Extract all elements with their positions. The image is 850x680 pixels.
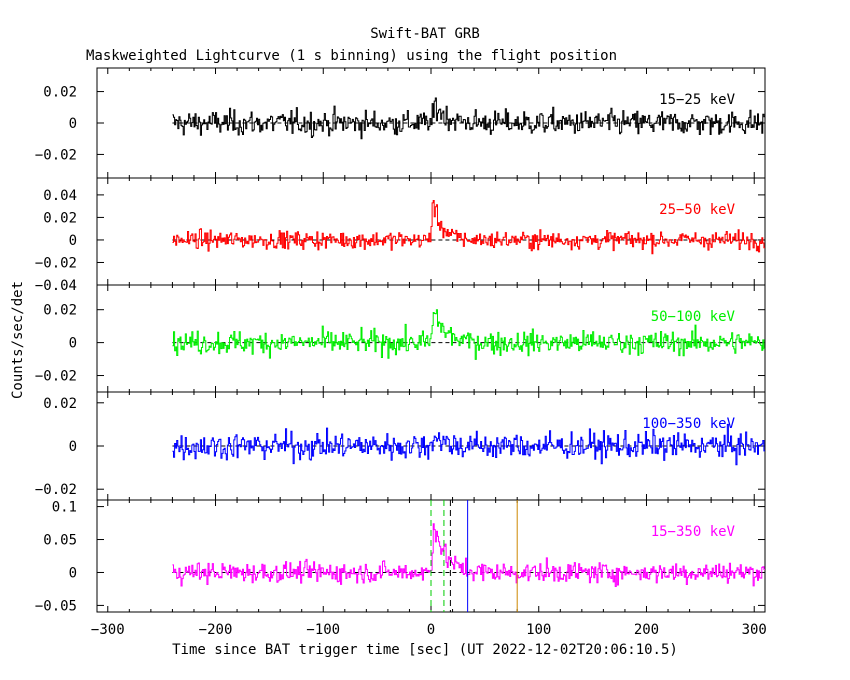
panel-3: −0.02 0 0.02 50−100 keV	[35, 284, 766, 393]
y-tick-label: −0.02	[35, 482, 77, 498]
y-tick-label: 0.02	[43, 396, 77, 412]
y-tick-label: 0.1	[52, 500, 77, 516]
series-line	[172, 97, 765, 140]
x-axis-label: Time since BAT trigger time [sec] (UT 20…	[172, 642, 678, 658]
y-tick-label: 0.02	[43, 303, 77, 319]
chart-subtitle: Maskweighted Lightcurve (1 s binning) us…	[86, 48, 617, 64]
band-label: 25−50 keV	[659, 202, 735, 218]
band-label: 15−350 keV	[651, 524, 736, 540]
y-tick-label: −0.04	[35, 278, 77, 294]
band-label: 15−25 keV	[659, 92, 735, 108]
panels-group: −0.02 0 0.02 15−25 keV −0.04 −0.02 0 0.02 0.04 25…	[35, 67, 767, 638]
y-tick-label: 0.05	[43, 533, 77, 549]
series-line	[172, 423, 765, 466]
x-tick-label: −200	[199, 622, 233, 638]
series-line	[172, 523, 765, 587]
x-tick-label: 100	[526, 622, 551, 638]
x-tick-label: 0	[427, 622, 435, 638]
x-tick-label: −300	[91, 622, 125, 638]
x-tick-label: −100	[306, 622, 340, 638]
y-axis-label: Counts/sec/det	[10, 281, 26, 399]
y-tick-label: −0.02	[35, 369, 77, 385]
y-tick-label: 0	[69, 116, 77, 132]
y-tick-label: 0.04	[43, 188, 77, 204]
y-tick-label: −0.02	[35, 255, 77, 271]
panel-5: −0.05 0 0.05 0.1 15−350 keV	[35, 499, 766, 614]
y-tick-label: 0.02	[43, 210, 77, 226]
y-tick-label: 0.02	[43, 85, 77, 101]
x-tick-label: 300	[742, 622, 767, 638]
y-tick-label: 0	[69, 336, 77, 352]
y-tick-label: 0	[69, 439, 77, 455]
panel-4: −0.02 0 0.02 100−350 keV	[35, 391, 766, 501]
x-tick-label: 200	[634, 622, 659, 638]
y-tick-label: −0.05	[35, 598, 77, 614]
chart-title: Swift-BAT GRB	[370, 26, 480, 42]
y-tick-label: −0.02	[35, 147, 77, 163]
band-label: 100−350 keV	[642, 416, 735, 432]
series-line	[172, 200, 765, 255]
band-label: 50−100 keV	[651, 309, 736, 325]
panel-2: −0.04 −0.02 0 0.02 0.04 25−50 keV	[35, 177, 766, 294]
panel-1: −0.02 0 0.02 15−25 keV	[35, 67, 766, 179]
series-line	[172, 309, 765, 360]
y-tick-label: 0	[69, 565, 77, 581]
y-tick-label: 0	[69, 233, 77, 249]
